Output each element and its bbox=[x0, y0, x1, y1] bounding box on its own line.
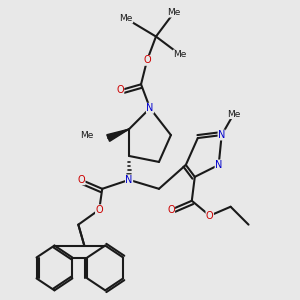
Text: N: N bbox=[215, 160, 222, 170]
Text: N: N bbox=[146, 103, 154, 113]
Text: O: O bbox=[206, 211, 214, 221]
Text: Me: Me bbox=[173, 50, 187, 59]
Text: Me: Me bbox=[119, 14, 133, 23]
Text: O: O bbox=[143, 56, 151, 65]
Text: O: O bbox=[77, 175, 85, 185]
Text: O: O bbox=[167, 205, 175, 215]
Polygon shape bbox=[107, 129, 129, 141]
Text: O: O bbox=[116, 85, 124, 95]
Text: N: N bbox=[125, 175, 133, 185]
Text: Me: Me bbox=[167, 8, 181, 17]
Text: N: N bbox=[218, 130, 225, 140]
Text: Me: Me bbox=[80, 130, 93, 140]
Text: O: O bbox=[95, 205, 103, 215]
Text: Me: Me bbox=[227, 110, 240, 119]
